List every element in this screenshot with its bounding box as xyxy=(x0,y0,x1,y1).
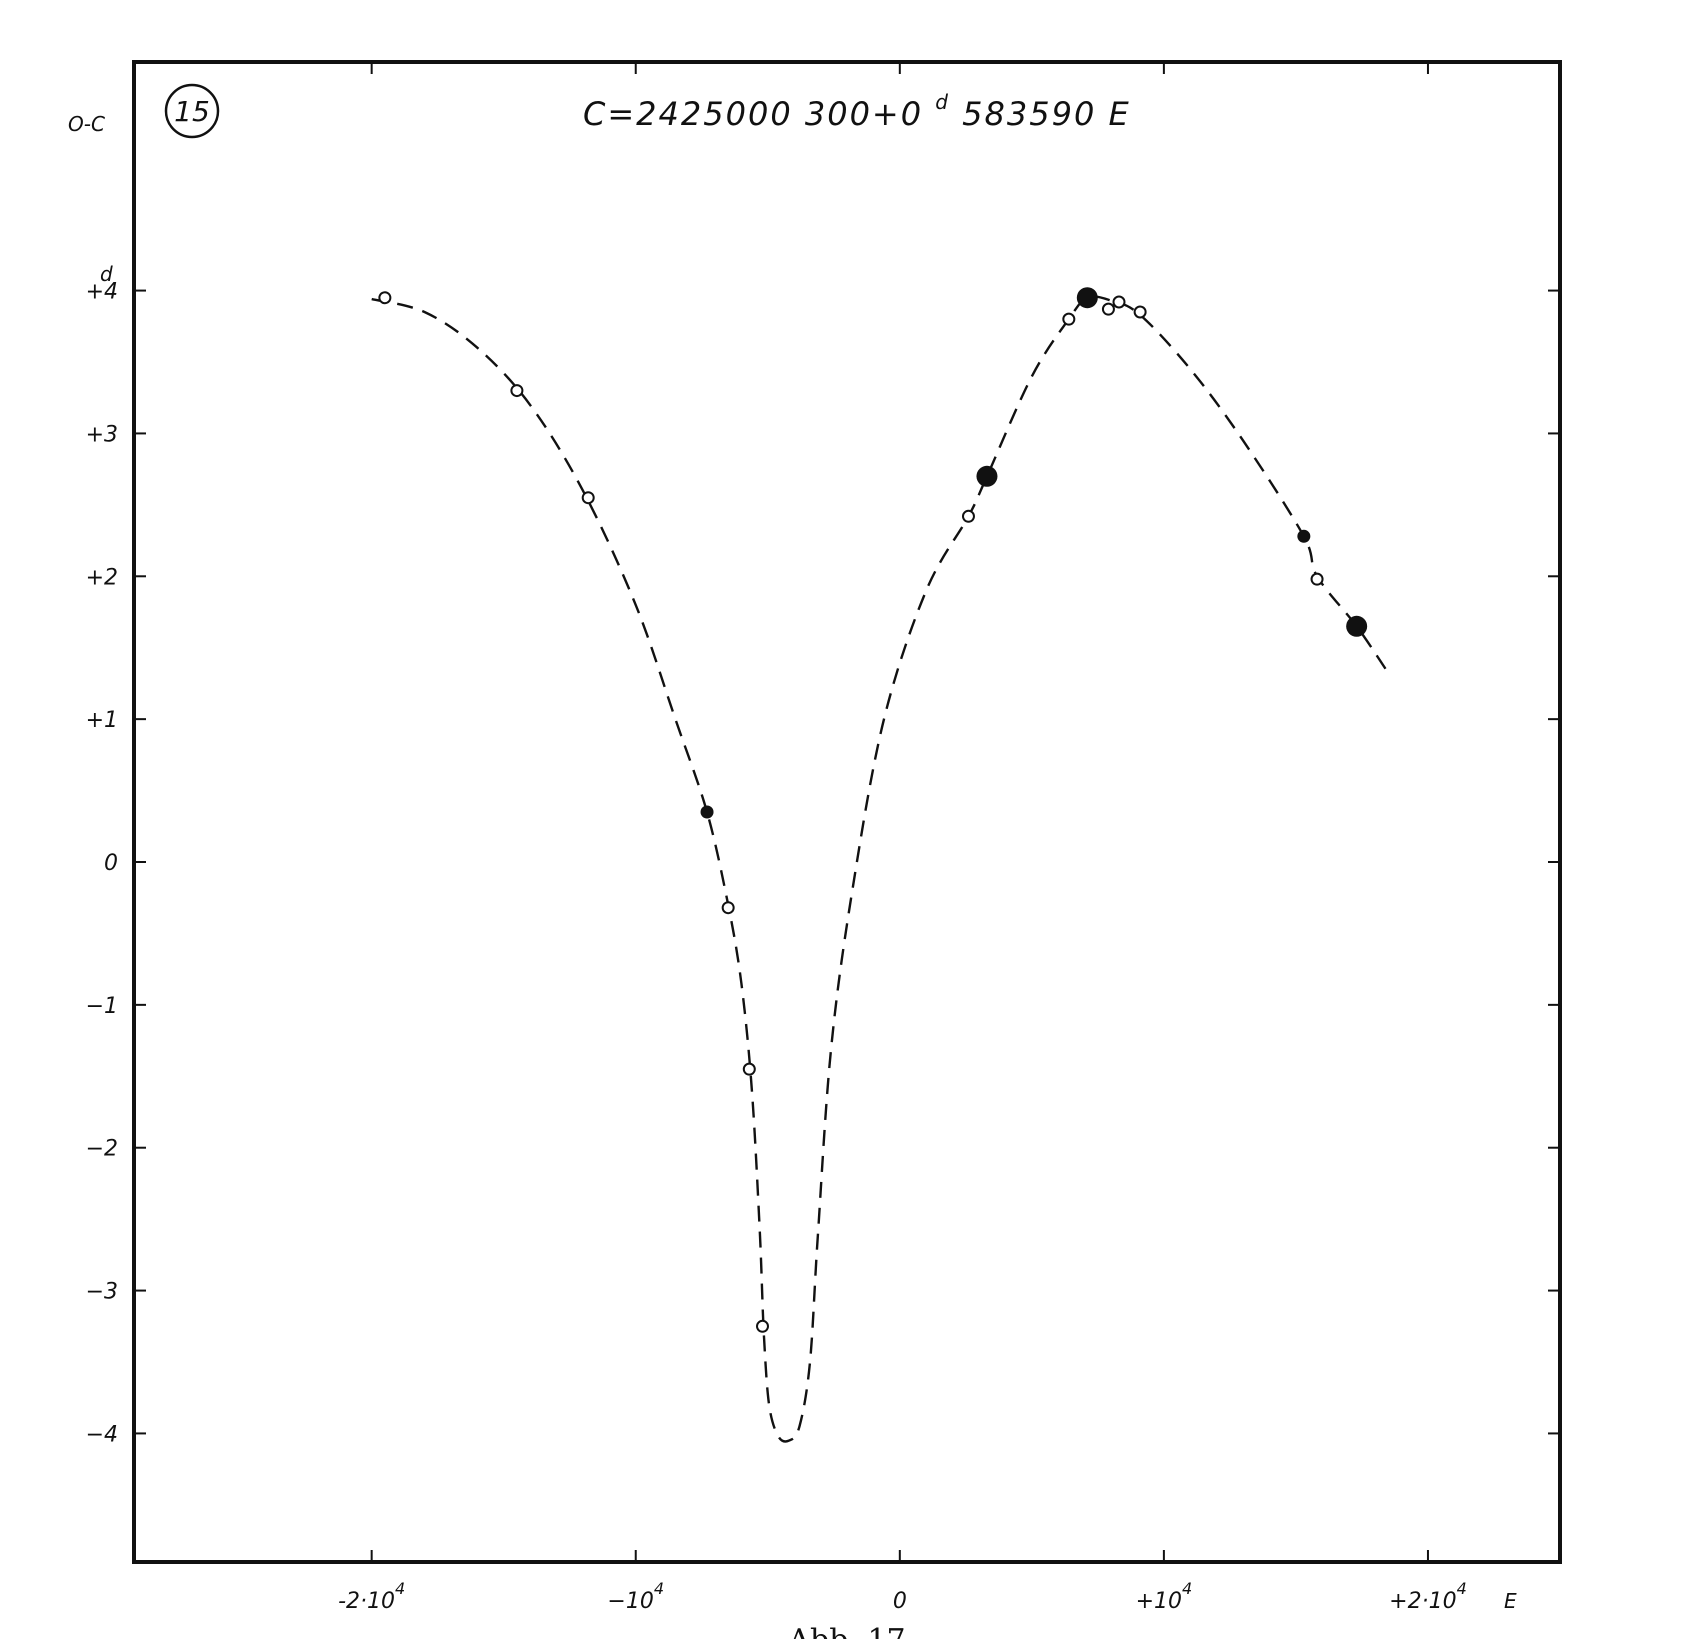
x-tick-label: -2·104 xyxy=(338,1579,405,1614)
open-circle-point xyxy=(1133,305,1147,319)
x-tick-label: 0 xyxy=(893,1589,907,1614)
data-points xyxy=(378,287,1368,1333)
figure-number-badge: 15 xyxy=(164,83,220,139)
y-tick-label: +3 xyxy=(86,422,118,447)
y-axis-label: O-C xyxy=(68,112,105,136)
x-tick-label-main: −10 xyxy=(607,1589,653,1614)
x-tick-label-main: +10 xyxy=(1136,1589,1182,1614)
title-main: C=2425000 300+0 xyxy=(583,95,923,133)
open-circle-point xyxy=(742,1062,756,1076)
large-filled-point xyxy=(976,465,998,487)
y-tick-label: +2 xyxy=(86,565,118,590)
open-circle-point xyxy=(378,291,392,305)
x-tick-label-main: -2·10 xyxy=(338,1589,395,1614)
figure-number: 15 xyxy=(174,95,210,128)
open-circle-point xyxy=(755,1319,769,1333)
x-axis-label: E xyxy=(1504,1589,1517,1613)
figure-number-ring xyxy=(164,83,220,139)
small-filled-point xyxy=(1297,529,1311,543)
x-tick-label-main: +2·10 xyxy=(1389,1589,1456,1614)
y-tick-label: −1 xyxy=(86,994,118,1019)
x-tick-label: +2·104 xyxy=(1389,1579,1467,1614)
x-tick-label-main: 0 xyxy=(893,1589,907,1614)
y-tick-label: −4 xyxy=(86,1422,118,1447)
open-circle-point xyxy=(581,491,595,505)
y-tick-label: +4 xyxy=(86,280,118,305)
y-tick-label: 0 xyxy=(104,851,118,876)
x-tick-label-exponent: 4 xyxy=(1182,1579,1192,1598)
open-circle-point xyxy=(961,509,975,523)
open-circle-point xyxy=(1310,572,1324,586)
open-circle-point xyxy=(1112,295,1126,309)
open-circle-point xyxy=(1062,312,1076,326)
y-tick-label: −2 xyxy=(86,1137,118,1162)
small-filled-point xyxy=(700,805,714,819)
fitted-curve xyxy=(371,295,1387,1443)
open-circle-point xyxy=(510,384,524,398)
x-tick-label-exponent: 4 xyxy=(654,1579,664,1598)
x-tick-label: +104 xyxy=(1136,1579,1193,1614)
y-tick-labels: +4 +3 +2 +1 0 −1 −2 −3 −4 xyxy=(86,280,118,1448)
axis-ticks xyxy=(134,62,1560,1562)
x-tick-label-exponent: 4 xyxy=(395,1579,405,1598)
open-circle-point xyxy=(721,901,735,915)
figure-caption: Abb. 17 xyxy=(787,1623,905,1639)
y-axis-unit: d xyxy=(100,262,113,286)
open-circle-point xyxy=(1101,302,1115,316)
y-tick-label: −3 xyxy=(86,1280,118,1305)
x-tick-label-exponent: 4 xyxy=(1457,1579,1467,1598)
title-sup: d xyxy=(935,90,950,114)
x-tick-label: −104 xyxy=(607,1579,664,1614)
large-filled-point xyxy=(1346,615,1368,637)
chart-title: C=2425000 300+0 d 583590 E xyxy=(583,79,1131,133)
y-tick-label: +1 xyxy=(86,708,118,733)
plot-frame xyxy=(132,60,1562,1564)
large-filled-point xyxy=(1076,287,1098,309)
title-rest: 583590 E xyxy=(962,95,1131,133)
